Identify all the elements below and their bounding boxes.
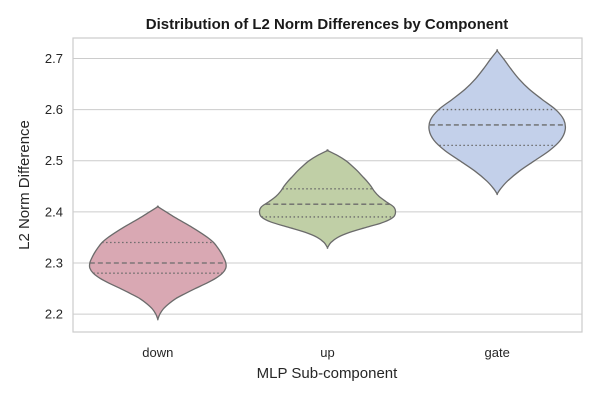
chart-title: Distribution of L2 Norm Differences by C… [146,16,509,33]
y-tick-label: 2.6 [45,102,63,117]
y-tick-label: 2.5 [45,153,63,168]
x-tick-label: up [320,345,334,360]
violins [88,49,567,321]
y-tick-label: 2.4 [45,204,63,219]
y-tick-label: 2.3 [45,255,63,270]
y-tick-labels: 2.2 2.3 2.4 2.5 2.6 2.7 [45,51,63,322]
x-axis-label: MLP Sub-component [257,365,398,382]
y-axis-label: L2 Norm Difference [16,120,33,250]
violin-body [428,49,567,196]
y-tick-label: 2.2 [45,307,63,322]
violin-gate [428,49,567,196]
x-tick-label: gate [485,345,510,360]
plot-frame [72,37,583,333]
x-tick-labels: down up gate [142,345,510,360]
y-tick-label: 2.7 [45,51,63,66]
violin-down [88,205,227,321]
violin-up [258,149,397,249]
violin-body [258,149,397,249]
x-tick-label: down [142,345,173,360]
